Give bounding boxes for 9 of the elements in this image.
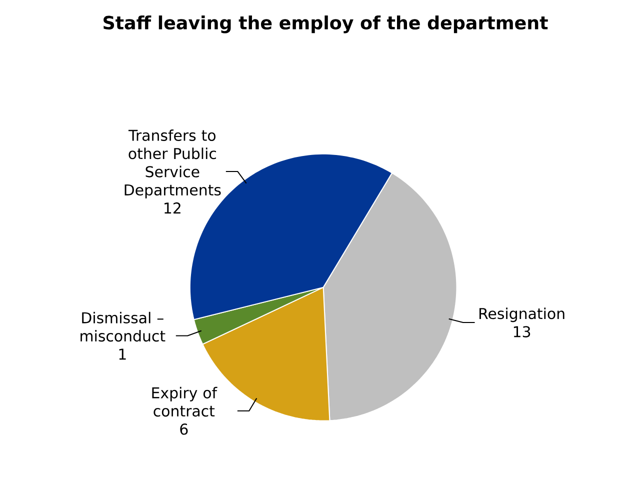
slice-label: Transfers to other Public Service Departments bbox=[124, 129, 221, 198]
chart-title: Staff leaving the employ of the department bbox=[104, 15, 548, 34]
data-label: 13 bbox=[514, 326, 530, 338]
data-label: 1 bbox=[119, 348, 126, 360]
slice-label: Resignation bbox=[479, 308, 564, 322]
slice-label: Dismissal – misconduct bbox=[80, 312, 166, 342]
data-label: 12 bbox=[164, 202, 180, 214]
slice-label: Expiry of contract bbox=[152, 386, 218, 417]
data-label: 6 bbox=[180, 423, 188, 435]
